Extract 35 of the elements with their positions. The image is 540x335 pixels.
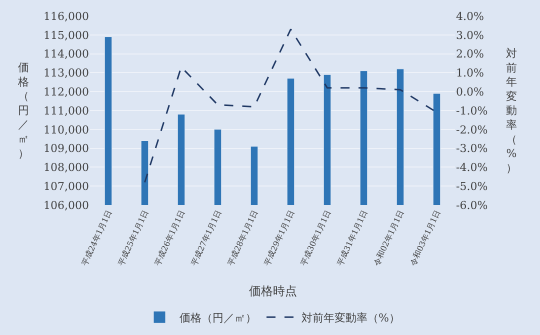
x-tick-label: 平成29年1月1日 — [262, 208, 296, 268]
x-tick-label: 平成25年1月1日 — [116, 208, 150, 268]
x-tick-label: 令和02年1月1日 — [372, 208, 406, 268]
legend-label: 対前年変動率（%） — [302, 311, 400, 324]
y-tick-label: 109,000 — [44, 142, 89, 156]
x-tick-label: 平成27年1月1日 — [190, 208, 224, 268]
x-tick-label: 平成30年1月1日 — [299, 208, 333, 268]
x-tick-label: 平成28年1月1日 — [226, 208, 260, 268]
y2-tick-label: 2.0% — [456, 48, 484, 61]
text: 対前年変動率（%） — [506, 47, 517, 174]
y-tick-label: 110,000 — [44, 123, 89, 136]
x-tick-label: 平成26年1月1日 — [153, 208, 187, 268]
y2-tick-label: -4.0% — [456, 161, 488, 174]
y-tick-label: 116,000 — [44, 10, 89, 23]
y2-tick-label: -3.0% — [456, 142, 488, 156]
legend-label: 価格（円／㎡） — [180, 311, 256, 324]
y-axis-title: 価格（円／㎡） — [17, 61, 29, 160]
y-tick-label: 113,000 — [44, 66, 89, 80]
x-axis-title: 価格時点 — [249, 284, 297, 298]
y2-tick-label: 4.0% — [456, 10, 484, 23]
y-tick-label: 111,000 — [44, 104, 89, 118]
y-tick-label: 108,000 — [44, 161, 89, 174]
y2-tick-label: 1.0% — [456, 66, 484, 80]
x-tick-label: 平成31年1月1日 — [336, 208, 370, 268]
y2-tick-label: -2.0% — [456, 123, 488, 136]
y-tick-label: 112,000 — [44, 85, 89, 98]
y2-tick-label: -1.0% — [456, 104, 488, 118]
y2-tick-label: -5.0% — [456, 180, 488, 193]
y2-tick-label: -6.0% — [456, 198, 488, 212]
y-tick-label: 107,000 — [44, 180, 89, 193]
y2-tick-label: 3.0% — [456, 28, 484, 42]
y-tick-label: 115,000 — [44, 28, 89, 42]
x-tick-label: 令和03年1月1日 — [408, 208, 442, 268]
y2-tick-label: 0.0% — [456, 85, 484, 98]
y-tick-label: 114,000 — [44, 48, 89, 61]
